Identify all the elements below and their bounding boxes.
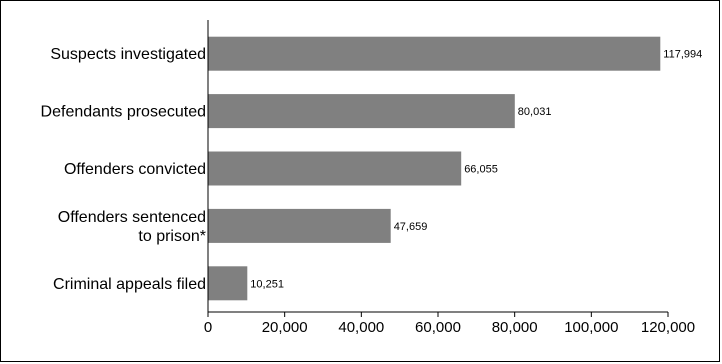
x-tick-label: 100,000 <box>564 319 618 336</box>
x-tick-label: 60,000 <box>415 319 461 336</box>
category-label: Criminal appeals filed <box>53 276 206 293</box>
x-tick-label: 80,000 <box>492 319 538 336</box>
value-label: 10,251 <box>250 278 284 290</box>
category-label: Suspects investigated <box>50 46 206 63</box>
category-label: Offenders convicted <box>64 161 206 178</box>
bar <box>208 266 248 301</box>
bars-group <box>208 36 661 301</box>
axes-group: 0 20,000 40,000 60,000 80,000 100,000 120,000 <box>204 20 695 336</box>
value-label: 80,031 <box>518 106 552 118</box>
value-labels: 117,994 80,031 66,055 47,659 10,251 <box>250 49 702 291</box>
x-tick-label: 120,000 <box>641 319 695 336</box>
x-tick-label: 0 <box>204 319 212 336</box>
value-label: 47,659 <box>394 221 428 233</box>
bar <box>208 36 661 71</box>
x-tick-label: 20,000 <box>262 319 308 336</box>
bar <box>208 151 462 186</box>
bar <box>208 94 515 129</box>
category-label: Defendants prosecuted <box>41 104 206 121</box>
value-label: 117,994 <box>663 49 702 61</box>
category-label: Offenders sentenced to prison* <box>58 209 206 245</box>
category-labels: Suspects investigated Defendants prosecut… <box>41 46 206 293</box>
bar <box>208 208 391 243</box>
x-tick-label: 40,000 <box>338 319 384 336</box>
value-label: 66,055 <box>464 164 498 176</box>
